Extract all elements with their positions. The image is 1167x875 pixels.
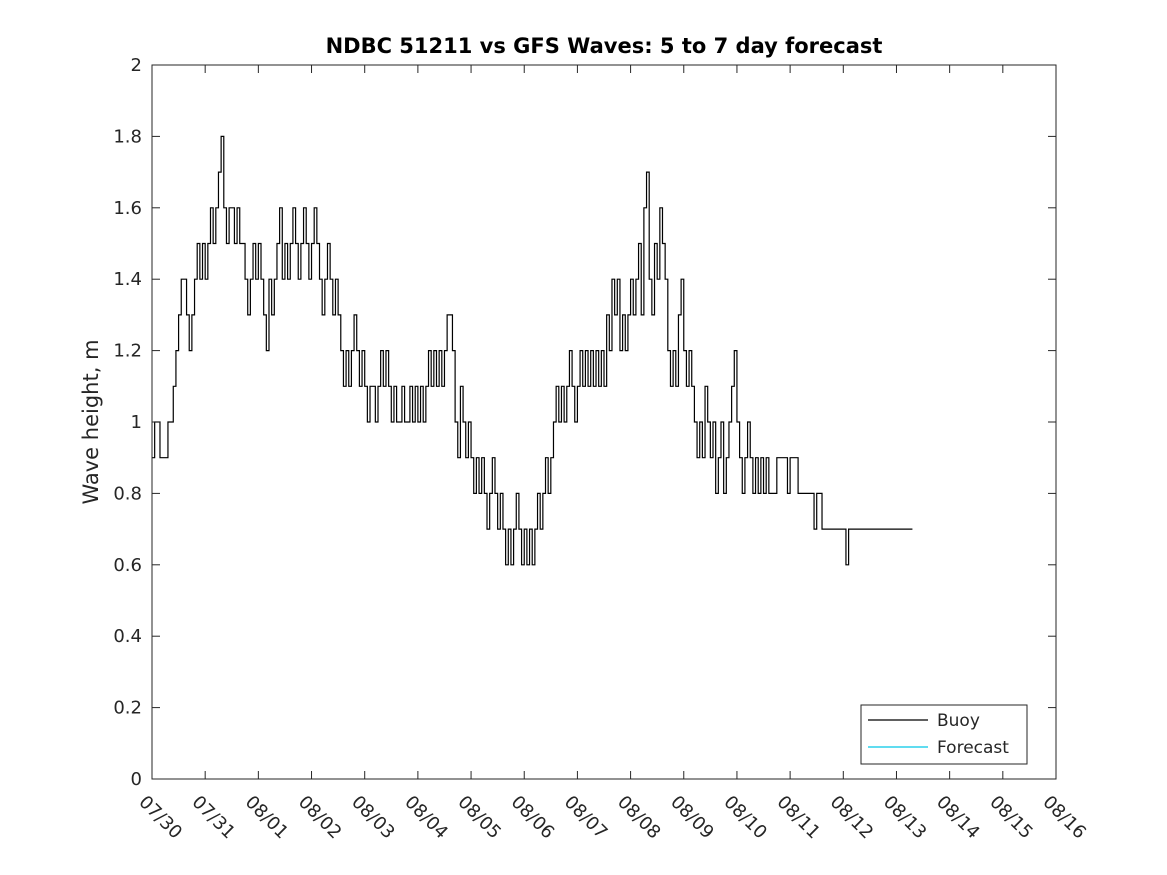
plot-background (152, 65, 1056, 779)
legend: Buoy Forecast (860, 704, 1028, 765)
series-layer (152, 135, 913, 566)
y-tick-label: 0.8 (113, 483, 142, 504)
chart-title: NDBC 51211 vs GFS Waves: 5 to 7 day fore… (326, 34, 883, 58)
legend-label-forecast: Forecast (937, 738, 1009, 758)
series-line-buoy (152, 135, 913, 566)
legend-box (860, 704, 1028, 765)
y-tick-label: 0.4 (113, 626, 142, 647)
y-tick-label: 1.4 (113, 269, 142, 290)
y-axis-label: Wave height, m (79, 339, 103, 504)
y-tick-label: 0.2 (113, 698, 142, 719)
y-tick-label: 1.6 (113, 198, 142, 219)
y-tick-label: 1.2 (113, 341, 142, 362)
y-tick-label: 1.8 (113, 126, 142, 147)
y-tick-label: 0.6 (113, 555, 142, 576)
plot-area (151, 64, 1057, 780)
y-axis: 0 0.2 0.4 0.6 0.8 1 1.2 1.4 1.6 1.8 2 (113, 55, 1056, 790)
y-tick-label: 0 (131, 769, 142, 790)
legend-label-buoy: Buoy (937, 711, 980, 731)
y-tick-label: 2 (131, 55, 142, 76)
y-tick-label: 1 (131, 412, 142, 433)
